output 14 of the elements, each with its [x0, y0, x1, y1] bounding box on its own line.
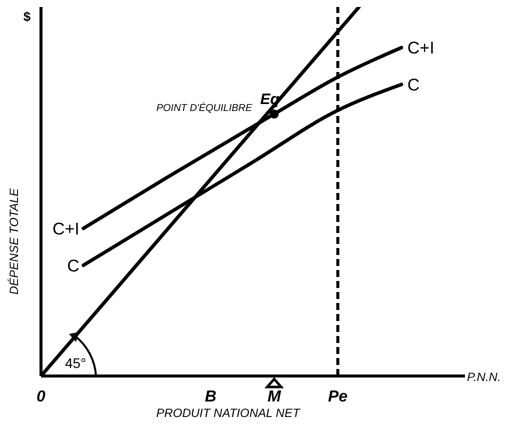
text: $: [23, 9, 32, 24]
x-tick-label: B: [204, 388, 216, 406]
x-axis-title: PRODUIT NATIONAL NET: [156, 406, 302, 420]
text: P.N.N.: [467, 370, 501, 384]
x-tick-label: 0: [36, 388, 46, 406]
text: C: [407, 75, 420, 94]
x-tick-label: M: [268, 388, 282, 406]
series-label: C+I: [52, 219, 80, 238]
series-label: C: [67, 256, 80, 276]
annotation: POINT D'ÉQUILIBRE: [156, 102, 253, 114]
text: C+I: [407, 38, 434, 58]
annotation: 45°: [65, 355, 86, 371]
y-axis-title: DÉPENSE TOTALE: [7, 187, 21, 295]
x-tick-label: Pe: [328, 388, 348, 406]
